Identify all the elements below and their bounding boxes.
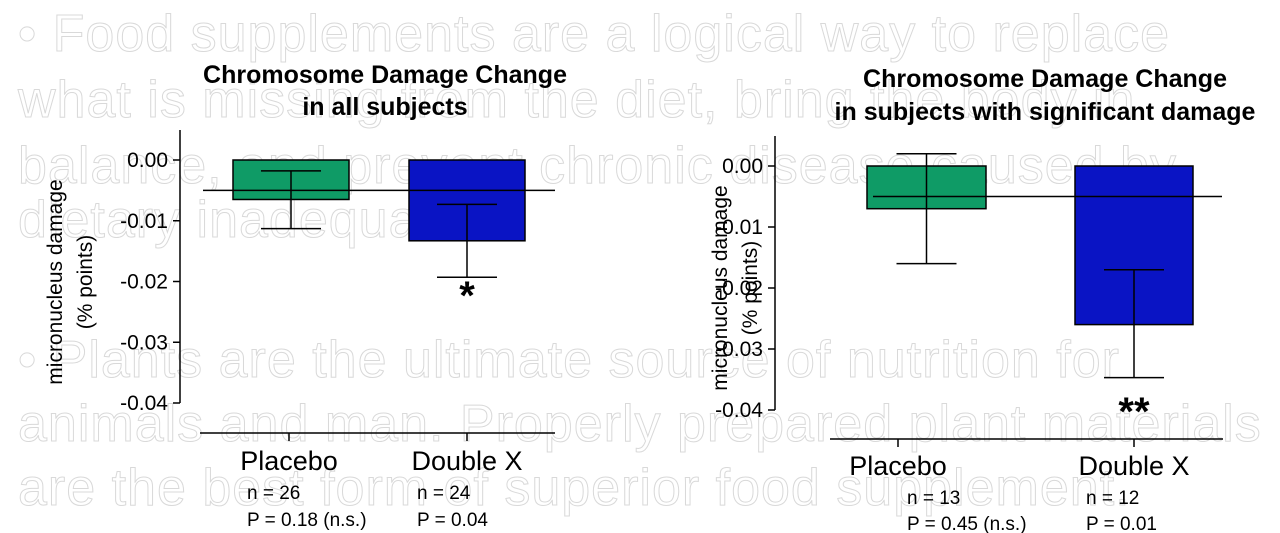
chart-all-subjects: Chromosome Damage Change in all subjects m…: [44, 61, 567, 531]
stat-note: P = 0.18 (n.s.): [247, 510, 367, 531]
y-tick-label: -0.01: [715, 216, 763, 239]
category-label: Double X: [411, 446, 522, 476]
category-label: Placebo: [240, 446, 338, 476]
significance-marker: *: [459, 274, 475, 318]
y-axis-label-line: micronucleus damage: [44, 179, 67, 384]
y-tick-label: 0.00: [722, 155, 763, 178]
y-axis-label-line: micronucleus damage: [709, 185, 732, 390]
significance-marker: **: [1118, 390, 1150, 434]
y-tick-label: 0.00: [127, 149, 168, 172]
category-label: Double X: [1078, 451, 1189, 481]
stat-note: n = 26: [247, 483, 300, 504]
chart-title-line: in subjects with significant damage: [835, 98, 1256, 126]
y-tick-label: -0.01: [120, 210, 168, 233]
chart-significant-damage: Chromosome Damage Change in subjects with…: [709, 65, 1256, 533]
y-tick-label: -0.03: [120, 331, 168, 354]
category-label: Placebo: [849, 451, 947, 481]
stat-note: P = 0.45 (n.s.): [907, 514, 1027, 533]
stat-note: n = 13: [907, 488, 960, 509]
stat-note: P = 0.01: [1086, 514, 1157, 533]
y-tick-label: -0.04: [715, 399, 763, 422]
y-axis-label-line: (% points): [739, 241, 762, 336]
stat-note: P = 0.04: [417, 510, 488, 531]
y-tick-label: -0.02: [120, 271, 168, 294]
y-axis-label-line: (% points): [74, 235, 97, 330]
chart-title-line: Chromosome Damage Change: [863, 65, 1227, 93]
y-tick-label: -0.04: [120, 392, 168, 415]
chart-title-line: in all subjects: [302, 93, 467, 121]
stat-note: n = 24: [417, 483, 471, 504]
stat-note: n = 12: [1086, 488, 1139, 509]
chart-title-line: Chromosome Damage Change: [203, 61, 567, 89]
y-tick-label: -0.03: [715, 338, 763, 361]
y-tick-label: -0.02: [715, 277, 763, 300]
